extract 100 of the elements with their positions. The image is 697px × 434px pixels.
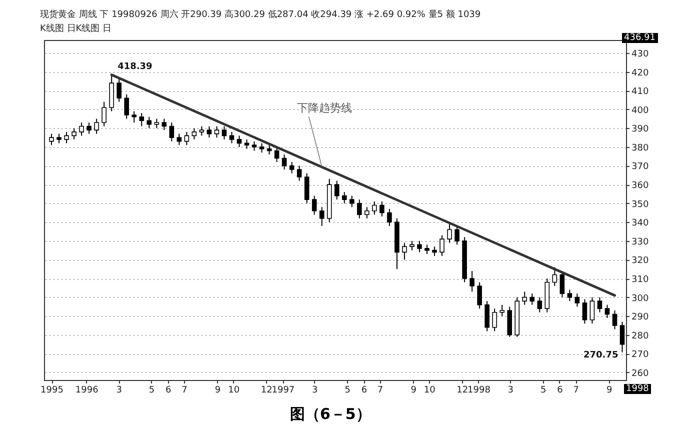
x-tick-label: 1998 bbox=[468, 386, 491, 396]
y-tick-label: 370 bbox=[632, 162, 649, 172]
y-tick-label: 360 bbox=[632, 181, 649, 192]
x-tick-label: 3 bbox=[116, 386, 122, 396]
candlestick bbox=[162, 118, 167, 131]
candlestick bbox=[604, 304, 610, 318]
candlestick bbox=[530, 293, 535, 306]
x-tick-label: 3 bbox=[312, 386, 318, 396]
candlestick bbox=[206, 126, 212, 138]
annotation: 418.39 bbox=[118, 62, 152, 72]
x-tick-label: 7 bbox=[182, 386, 188, 396]
candlestick bbox=[102, 101, 106, 127]
chart-title: 现货黄金 周线 下 19980926 周六 开290.39 高300.29 低287.04 收294.39 涨 +2.69 0.92% 量5 额 1039 bbox=[40, 8, 481, 21]
candlestick bbox=[304, 172, 310, 204]
candlestick bbox=[94, 118, 99, 134]
candlestick bbox=[49, 133, 54, 146]
annotation: 436.91 bbox=[622, 33, 658, 43]
candlestick bbox=[387, 208, 392, 226]
x-tick-label: 6 bbox=[361, 386, 368, 396]
y-tick-label: 390 bbox=[632, 124, 649, 135]
candlestick bbox=[582, 298, 588, 324]
x-tick-label: 1996 bbox=[75, 386, 99, 396]
x-tick-label: 5 bbox=[344, 386, 350, 396]
candlestick bbox=[236, 135, 242, 148]
candlestick bbox=[470, 270, 474, 292]
candlestick bbox=[477, 282, 482, 310]
candlestick bbox=[274, 146, 280, 162]
candlestick bbox=[214, 126, 220, 138]
x-tick-label: 10 bbox=[424, 386, 436, 396]
candlestick bbox=[222, 126, 227, 140]
y-tick-label: 340 bbox=[632, 218, 649, 229]
candlestick bbox=[139, 112, 144, 127]
candlestick bbox=[252, 140, 257, 152]
annotation: 下降趋势线 bbox=[296, 102, 352, 115]
candlestick bbox=[440, 234, 444, 256]
x-tick-label: 1995 bbox=[40, 386, 64, 396]
candlestick bbox=[364, 206, 370, 219]
x-tick-label: 9 bbox=[410, 386, 417, 396]
candlestick bbox=[432, 246, 437, 256]
candlestick bbox=[552, 266, 558, 287]
candlestick bbox=[590, 296, 595, 324]
candlestick bbox=[116, 76, 122, 102]
candlestick bbox=[522, 291, 528, 306]
candlestick bbox=[199, 126, 204, 136]
candlestick bbox=[72, 128, 76, 140]
candlestick bbox=[124, 94, 130, 120]
candlestick bbox=[620, 321, 625, 353]
candlestick bbox=[64, 131, 69, 144]
x-tick-label: 1997 bbox=[272, 386, 295, 396]
y-tick-label: 400 bbox=[632, 106, 649, 116]
candlestick bbox=[312, 195, 317, 216]
y-tick-label: 430 bbox=[632, 49, 649, 60]
y-tick-label: 350 bbox=[632, 200, 649, 210]
candlestick bbox=[282, 154, 287, 170]
y-tick-label: 420 bbox=[632, 68, 649, 78]
x-tick-label: 6 bbox=[166, 386, 172, 396]
candlestick bbox=[612, 310, 618, 330]
y-tick-label: 290 bbox=[632, 312, 649, 323]
candlestick bbox=[424, 244, 430, 255]
candlestick bbox=[176, 133, 182, 146]
candlestick bbox=[357, 199, 362, 219]
x-tick-label: 7 bbox=[573, 386, 579, 396]
candlestick bbox=[154, 118, 160, 129]
candlestick bbox=[342, 192, 347, 204]
candlestick bbox=[56, 133, 62, 144]
x-tick-label: 7 bbox=[377, 386, 384, 396]
text: 图（6－5） bbox=[290, 405, 371, 424]
x-tick-label: 12 bbox=[456, 386, 468, 396]
candlestick bbox=[454, 225, 460, 246]
candlestick bbox=[597, 296, 602, 313]
y-tick-label: 270 bbox=[632, 350, 649, 360]
candlestick bbox=[296, 165, 302, 182]
candlestick bbox=[484, 300, 490, 332]
candlestick bbox=[574, 293, 580, 308]
x-tick-label: 10 bbox=[228, 386, 240, 396]
x-tick-label: 6 bbox=[557, 386, 564, 396]
annotation: 270.75 bbox=[584, 350, 618, 360]
y-tick-label: 380 bbox=[632, 143, 649, 154]
candlestick bbox=[266, 144, 272, 155]
candlestick bbox=[132, 110, 137, 124]
candlestick bbox=[146, 116, 152, 129]
candlestick bbox=[567, 289, 572, 302]
x-tick-label: 9 bbox=[606, 386, 612, 396]
y-tick-label: 320 bbox=[632, 256, 649, 266]
candlestick bbox=[500, 304, 504, 317]
candlestick bbox=[492, 308, 497, 332]
candlestick bbox=[417, 240, 422, 253]
candlestick bbox=[192, 128, 197, 140]
candlestick bbox=[79, 122, 84, 136]
x-tick-label: 5 bbox=[540, 386, 546, 396]
y-tick-label: 260 bbox=[632, 368, 649, 379]
candlestick bbox=[229, 131, 234, 144]
candlestick bbox=[447, 224, 452, 244]
y-tick-label: 410 bbox=[632, 87, 649, 98]
candlestick bbox=[410, 240, 414, 251]
y-tick-label: 300 bbox=[632, 294, 649, 304]
candlestick bbox=[244, 138, 250, 150]
x-tick-label: 12 bbox=[260, 386, 272, 396]
candlestick bbox=[169, 122, 174, 142]
text: K线图 日K线图 日 bbox=[40, 22, 112, 35]
